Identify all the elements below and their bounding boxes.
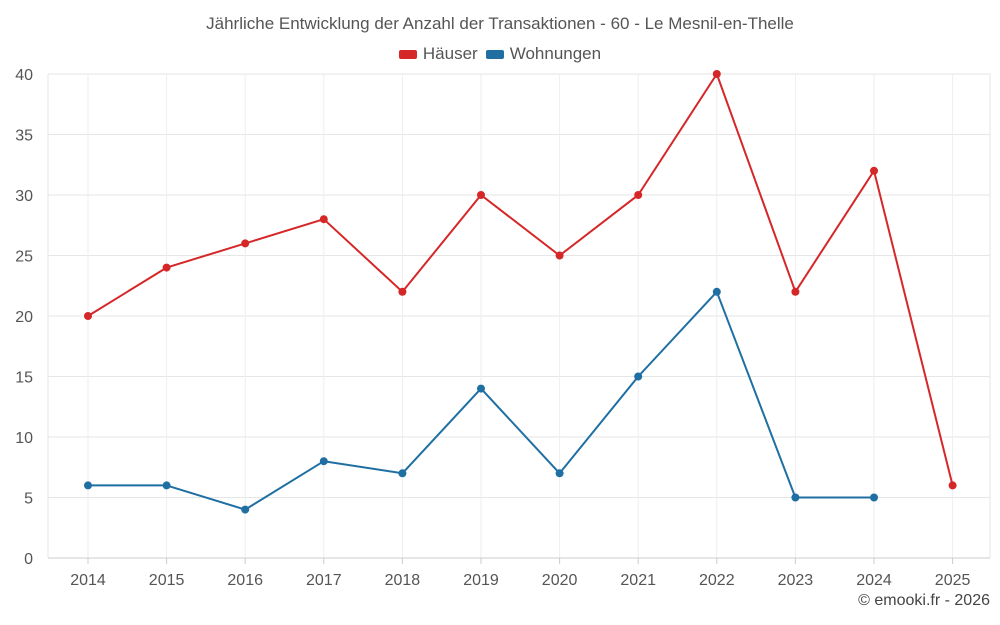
y-tick-label: 30: [15, 188, 33, 205]
data-point-0: [555, 251, 564, 260]
x-tick-label: 2014: [70, 572, 106, 589]
y-tick-label: 15: [15, 370, 33, 387]
data-point-0: [241, 239, 250, 248]
data-point-1: [870, 493, 878, 502]
legend-item-haeuser[interactable]: Häuser: [398, 44, 478, 64]
x-tick-label: 2019: [463, 572, 499, 589]
x-tick-label: 2021: [620, 572, 656, 589]
y-tick-label: 0: [24, 551, 33, 568]
data-point-0: [634, 191, 643, 199]
x-tick-label: 2023: [778, 572, 814, 589]
y-tick-label: 40: [15, 67, 33, 84]
legend-label-haeuser: Häuser: [422, 44, 478, 63]
data-point-1: [712, 287, 721, 296]
chart-title: Jährliche Entwicklung der Anzahl der Tra…: [206, 14, 794, 33]
x-tick-label: 2015: [149, 572, 185, 589]
data-point-0: [791, 287, 800, 296]
data-point-1: [162, 481, 171, 490]
data-point-1: [555, 469, 564, 478]
x-tick-label: 2020: [542, 572, 578, 589]
data-point-1: [319, 457, 328, 466]
legend: Häuser Wohnungen: [0, 44, 1000, 64]
x-tick-label: 2016: [227, 572, 263, 589]
data-point-0: [84, 312, 92, 320]
data-point-0: [948, 481, 957, 490]
data-point-0: [870, 166, 878, 175]
y-tick-label: 35: [15, 128, 33, 145]
data-point-0: [712, 70, 721, 78]
series-line-0: [87, 73, 954, 486]
legend-swatch-wohnungen: [485, 49, 504, 59]
y-tick-label: 10: [15, 430, 33, 447]
data-point-0: [477, 191, 485, 199]
data-point-1: [791, 493, 800, 502]
x-tick-label: 2022: [699, 572, 735, 589]
x-tick-label: 2024: [856, 572, 892, 589]
x-tick-label: 2025: [935, 572, 971, 589]
x-tick-label: 2018: [385, 572, 421, 589]
legend-item-wohnungen[interactable]: Wohnungen: [485, 44, 602, 64]
legend-swatch-haeuser: [398, 49, 417, 59]
x-tick-label: 2017: [306, 572, 342, 589]
y-tick-label: 25: [15, 249, 33, 266]
y-tick-label: 5: [24, 491, 33, 508]
data-point-1: [634, 372, 643, 381]
data-point-1: [84, 481, 92, 490]
legend-label-wohnungen: Wohnungen: [509, 44, 602, 63]
data-point-0: [398, 287, 407, 296]
data-point-1: [241, 505, 250, 514]
data-point-0: [162, 263, 171, 272]
data-point-1: [477, 384, 485, 393]
credit-text: © emooki.fr - 2026: [858, 592, 990, 609]
data-point-1: [398, 469, 407, 478]
y-tick-label: 20: [15, 309, 33, 326]
data-point-0: [319, 215, 328, 224]
